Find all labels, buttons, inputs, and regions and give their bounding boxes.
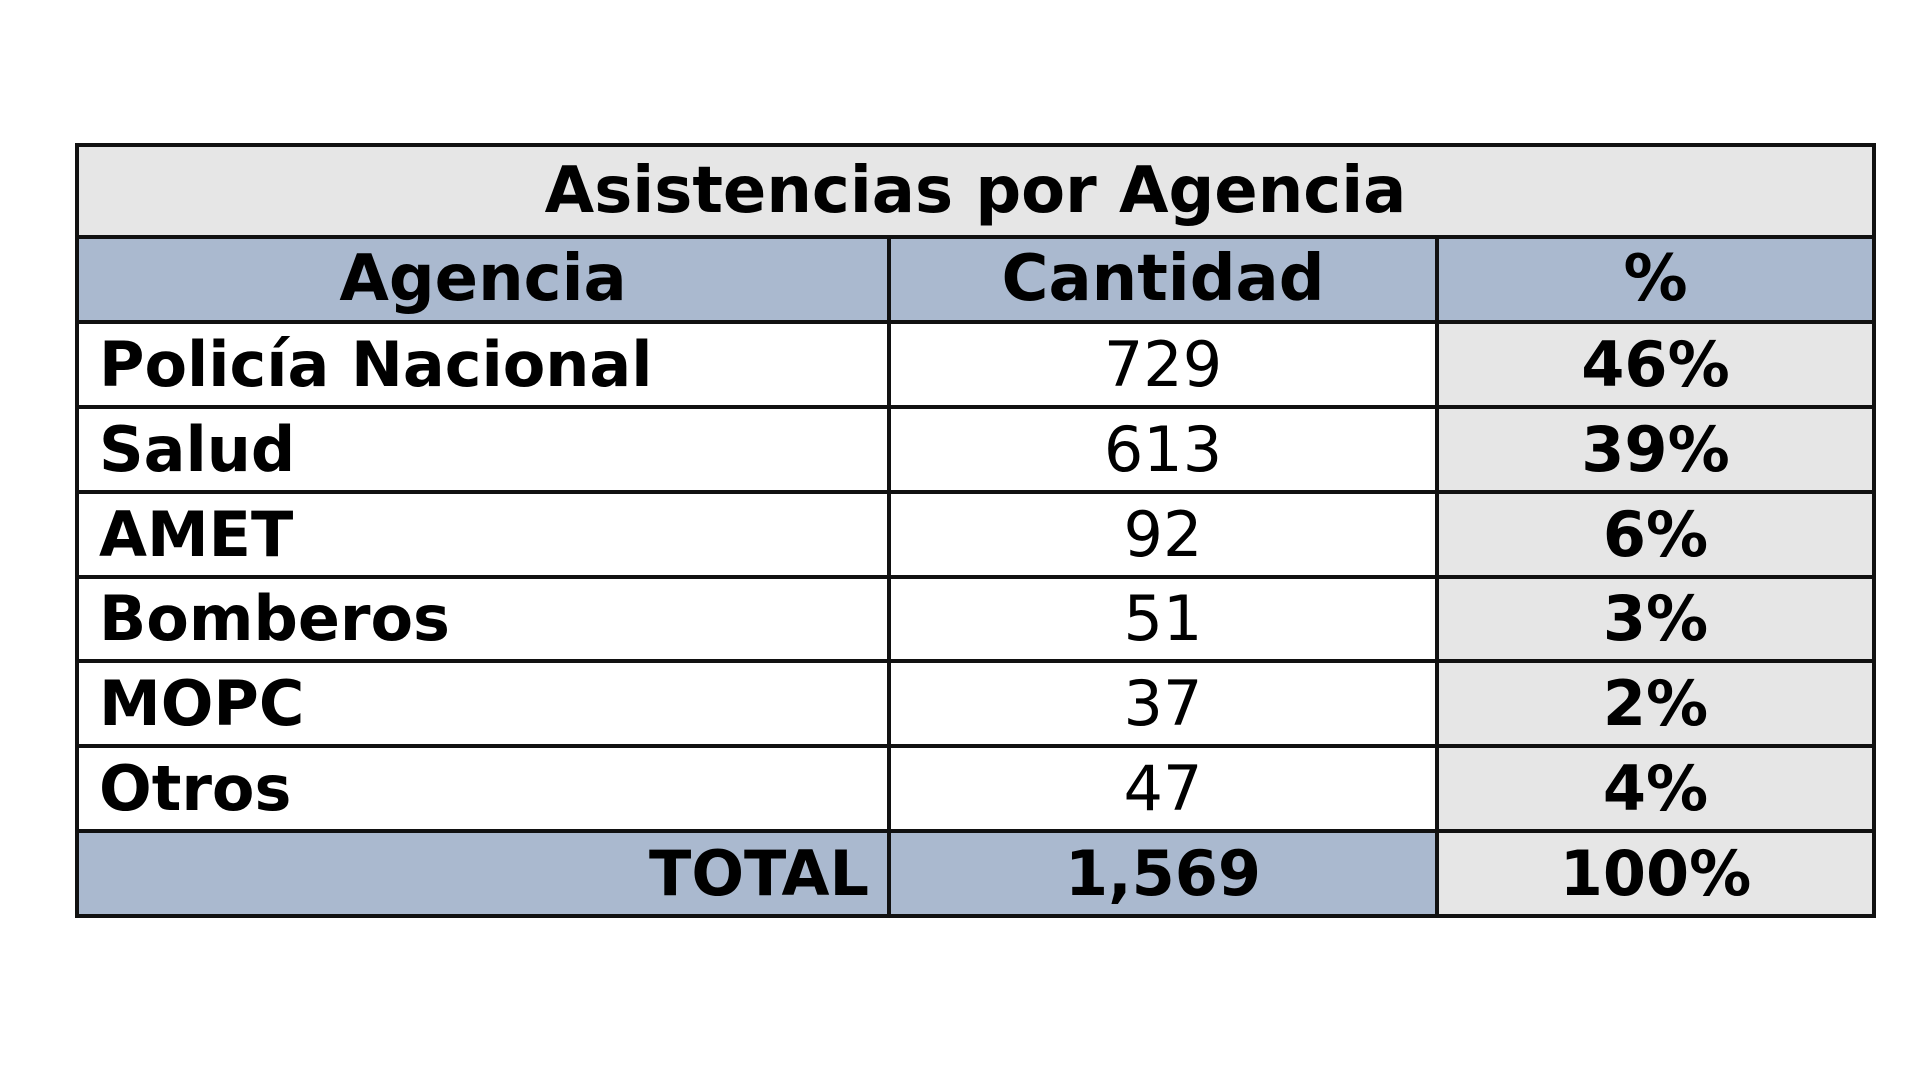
agency-count: 729 xyxy=(891,323,1435,405)
agency-percent: 6% xyxy=(1439,493,1872,575)
agency-name: AMET xyxy=(79,493,887,575)
agency-count: 613 xyxy=(891,408,1435,490)
agency-name: Salud xyxy=(79,408,887,490)
agency-name: Otros xyxy=(79,748,887,830)
agency-assistance-table: Asistencias por Agencia Agencia Cantidad… xyxy=(75,143,1876,918)
agency-name: MOPC xyxy=(79,663,887,745)
agency-count: 51 xyxy=(891,578,1435,660)
agency-percent: 3% xyxy=(1439,578,1872,660)
agency-count: 92 xyxy=(891,493,1435,575)
header-agencia: Agencia xyxy=(79,239,887,320)
agency-count: 47 xyxy=(891,748,1435,830)
total-label: TOTAL xyxy=(79,833,887,914)
agency-percent: 2% xyxy=(1439,663,1872,745)
total-percent: 100% xyxy=(1439,833,1872,914)
agency-percent: 46% xyxy=(1439,323,1872,405)
agency-percent: 39% xyxy=(1439,408,1872,490)
header-cantidad: Cantidad xyxy=(891,239,1435,320)
agency-name: Policía Nacional xyxy=(79,323,887,405)
total-count: 1,569 xyxy=(891,833,1435,914)
agency-count: 37 xyxy=(891,663,1435,745)
agency-name: Bomberos xyxy=(79,578,887,660)
header-porcentaje: % xyxy=(1439,239,1872,320)
table-title: Asistencias por Agencia xyxy=(79,147,1872,235)
agency-percent: 4% xyxy=(1439,748,1872,830)
